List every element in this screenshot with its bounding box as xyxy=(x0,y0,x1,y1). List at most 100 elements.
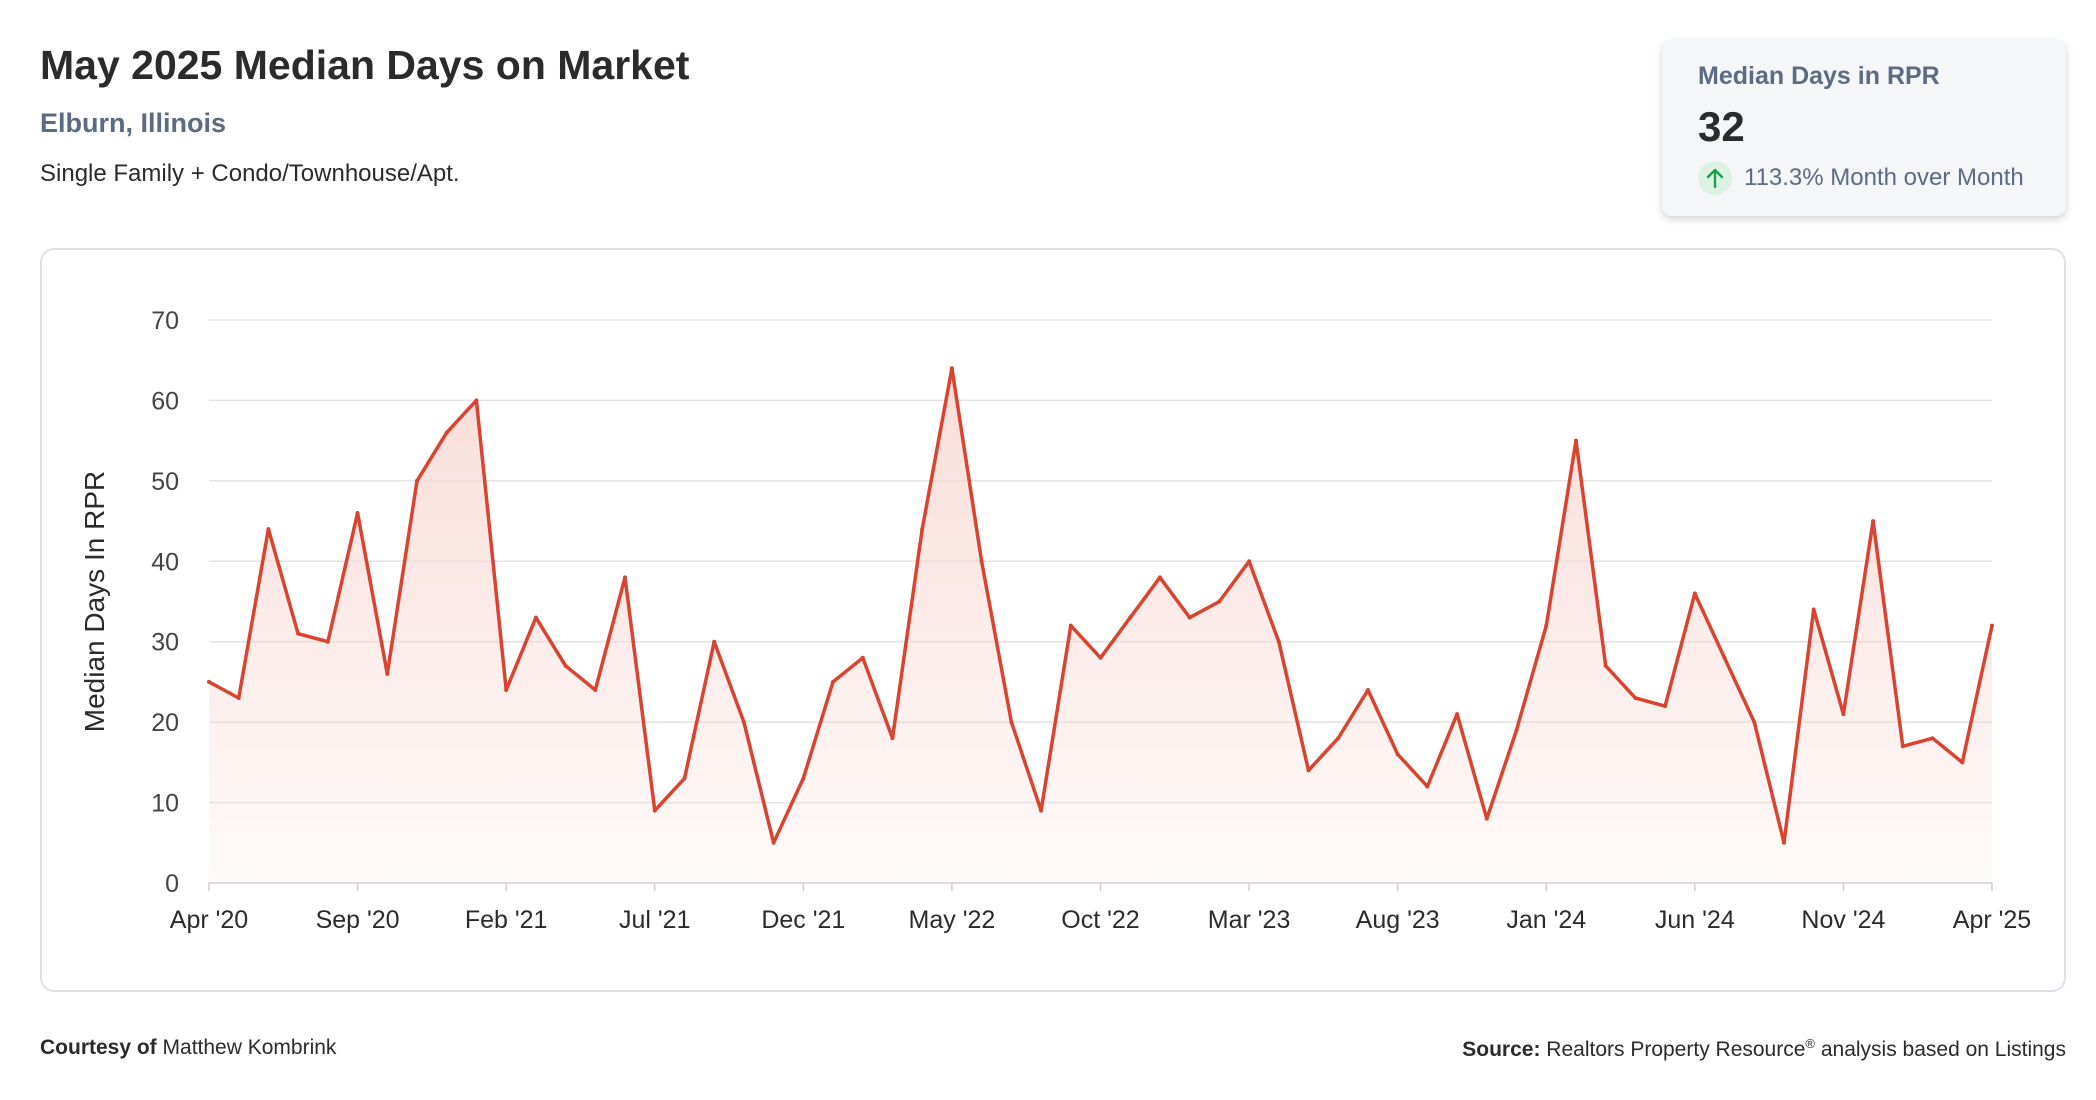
series-points xyxy=(207,366,1994,845)
data-point xyxy=(831,679,836,684)
data-point xyxy=(1663,704,1668,709)
data-point xyxy=(1098,655,1103,660)
data-point xyxy=(860,655,865,660)
data-point xyxy=(1900,744,1905,749)
data-point xyxy=(1514,728,1519,733)
source-footer: Source: Realtors Property Resource® anal… xyxy=(1462,1036,2066,1062)
data-point xyxy=(652,808,657,813)
data-point xyxy=(1752,720,1757,725)
registered-mark: ® xyxy=(1805,1036,1815,1051)
data-point xyxy=(1930,736,1935,741)
arrow-up-icon xyxy=(1698,161,1732,195)
data-point xyxy=(1217,599,1222,604)
source-text-2: analysis based on Listings xyxy=(1815,1038,2066,1061)
data-point xyxy=(1425,784,1430,789)
x-tick-label: Oct '22 xyxy=(1061,906,1139,934)
courtesy-footer: Courtesy of Matthew Kombrink xyxy=(40,1036,336,1060)
stat-label: Median Days in RPR xyxy=(1698,62,1940,90)
data-point xyxy=(1187,615,1192,620)
data-point xyxy=(385,671,390,676)
data-point xyxy=(1990,623,1994,628)
data-point xyxy=(236,696,241,701)
y-tick-label: 50 xyxy=(151,468,179,496)
data-point xyxy=(1841,712,1846,717)
data-point xyxy=(949,366,954,371)
stat-change: 113.3% Month over Month xyxy=(1698,161,2030,195)
data-point xyxy=(979,559,984,564)
data-point xyxy=(741,720,746,725)
data-point xyxy=(890,736,895,741)
days-on-market-chart: 0 10 20 30 40 50 60 70 Apr '20 Sep '20 Feb '21 Jul… xyxy=(79,307,2031,934)
chart-container: 0 10 20 30 40 50 60 70 Apr '20 Sep '20 Feb '21 Jul… xyxy=(40,248,2066,992)
source-text: Realtors Property Resource xyxy=(1546,1038,1806,1061)
data-point xyxy=(1781,840,1786,845)
data-point xyxy=(296,631,301,636)
data-point xyxy=(533,615,538,620)
source-label: Source: xyxy=(1462,1038,1541,1061)
data-point xyxy=(1455,712,1460,717)
x-tick-label: Apr '20 xyxy=(170,906,248,934)
data-point xyxy=(1365,687,1370,692)
page-title: May 2025 Median Days on Market xyxy=(40,42,690,88)
data-point xyxy=(504,687,509,692)
data-point xyxy=(1692,591,1697,596)
data-point xyxy=(474,398,479,403)
x-tick-label: Sep '20 xyxy=(316,906,400,934)
data-point xyxy=(1603,663,1608,668)
data-point xyxy=(1811,607,1816,612)
x-tick-label: Jan '24 xyxy=(1506,906,1586,934)
property-type-label: Single Family + Condo/Townhouse/Apt. xyxy=(40,160,460,187)
y-tick-label: 60 xyxy=(151,387,179,415)
data-point xyxy=(266,527,271,532)
data-point xyxy=(623,575,628,580)
x-tick-label: Dec '21 xyxy=(761,906,845,934)
y-tick-label: 70 xyxy=(151,307,179,335)
x-tick-label: Nov '24 xyxy=(1801,906,1885,934)
y-tick-label: 10 xyxy=(151,790,179,818)
data-point xyxy=(1722,655,1727,660)
data-point xyxy=(712,639,717,644)
data-point xyxy=(1068,623,1073,628)
data-point xyxy=(563,663,568,668)
y-tick-label: 30 xyxy=(151,629,179,657)
stat-value: 32 xyxy=(1698,103,1745,150)
data-point xyxy=(1633,696,1638,701)
data-point xyxy=(1276,639,1281,644)
data-point xyxy=(1009,720,1014,725)
data-point xyxy=(1960,760,1965,765)
location-label: Elburn, Illinois xyxy=(40,108,227,138)
data-point xyxy=(920,527,925,532)
y-axis-ticks: 0 10 20 30 40 50 60 70 xyxy=(151,307,179,898)
data-point xyxy=(355,511,360,516)
data-point xyxy=(1039,808,1044,813)
x-tick-label: Jul '21 xyxy=(619,906,690,934)
data-point xyxy=(415,478,420,483)
data-point xyxy=(593,687,598,692)
courtesy-name: Matthew Kombrink xyxy=(162,1036,337,1059)
y-tick-label: 0 xyxy=(165,870,179,898)
data-point xyxy=(1484,816,1489,821)
data-point xyxy=(1395,752,1400,757)
data-point xyxy=(444,430,449,435)
data-point xyxy=(1247,559,1252,564)
data-point xyxy=(1306,768,1311,773)
data-point xyxy=(1336,736,1341,741)
data-point xyxy=(1128,615,1133,620)
data-point xyxy=(771,840,776,845)
stat-change-text: 113.3% Month over Month xyxy=(1744,164,2024,191)
data-point xyxy=(325,639,330,644)
area-fill xyxy=(209,368,1992,883)
x-axis-ticks: Apr '20 Sep '20 Feb '21 Jul '21 Dec '21 May '… xyxy=(170,883,2031,934)
x-tick-label: May '22 xyxy=(909,906,996,934)
data-point xyxy=(207,679,211,684)
median-days-stat-card: Median Days in RPR 32 113.3% Month over … xyxy=(1662,40,2066,216)
x-tick-label: Aug '23 xyxy=(1356,906,1440,934)
x-tick-label: Feb '21 xyxy=(465,906,548,934)
y-tick-label: 20 xyxy=(151,709,179,737)
data-point xyxy=(1157,575,1162,580)
courtesy-label: Courtesy of xyxy=(40,1036,157,1059)
x-tick-label: Mar '23 xyxy=(1208,906,1291,934)
data-point xyxy=(1573,438,1578,443)
data-point xyxy=(1871,519,1876,524)
y-tick-label: 40 xyxy=(151,548,179,576)
